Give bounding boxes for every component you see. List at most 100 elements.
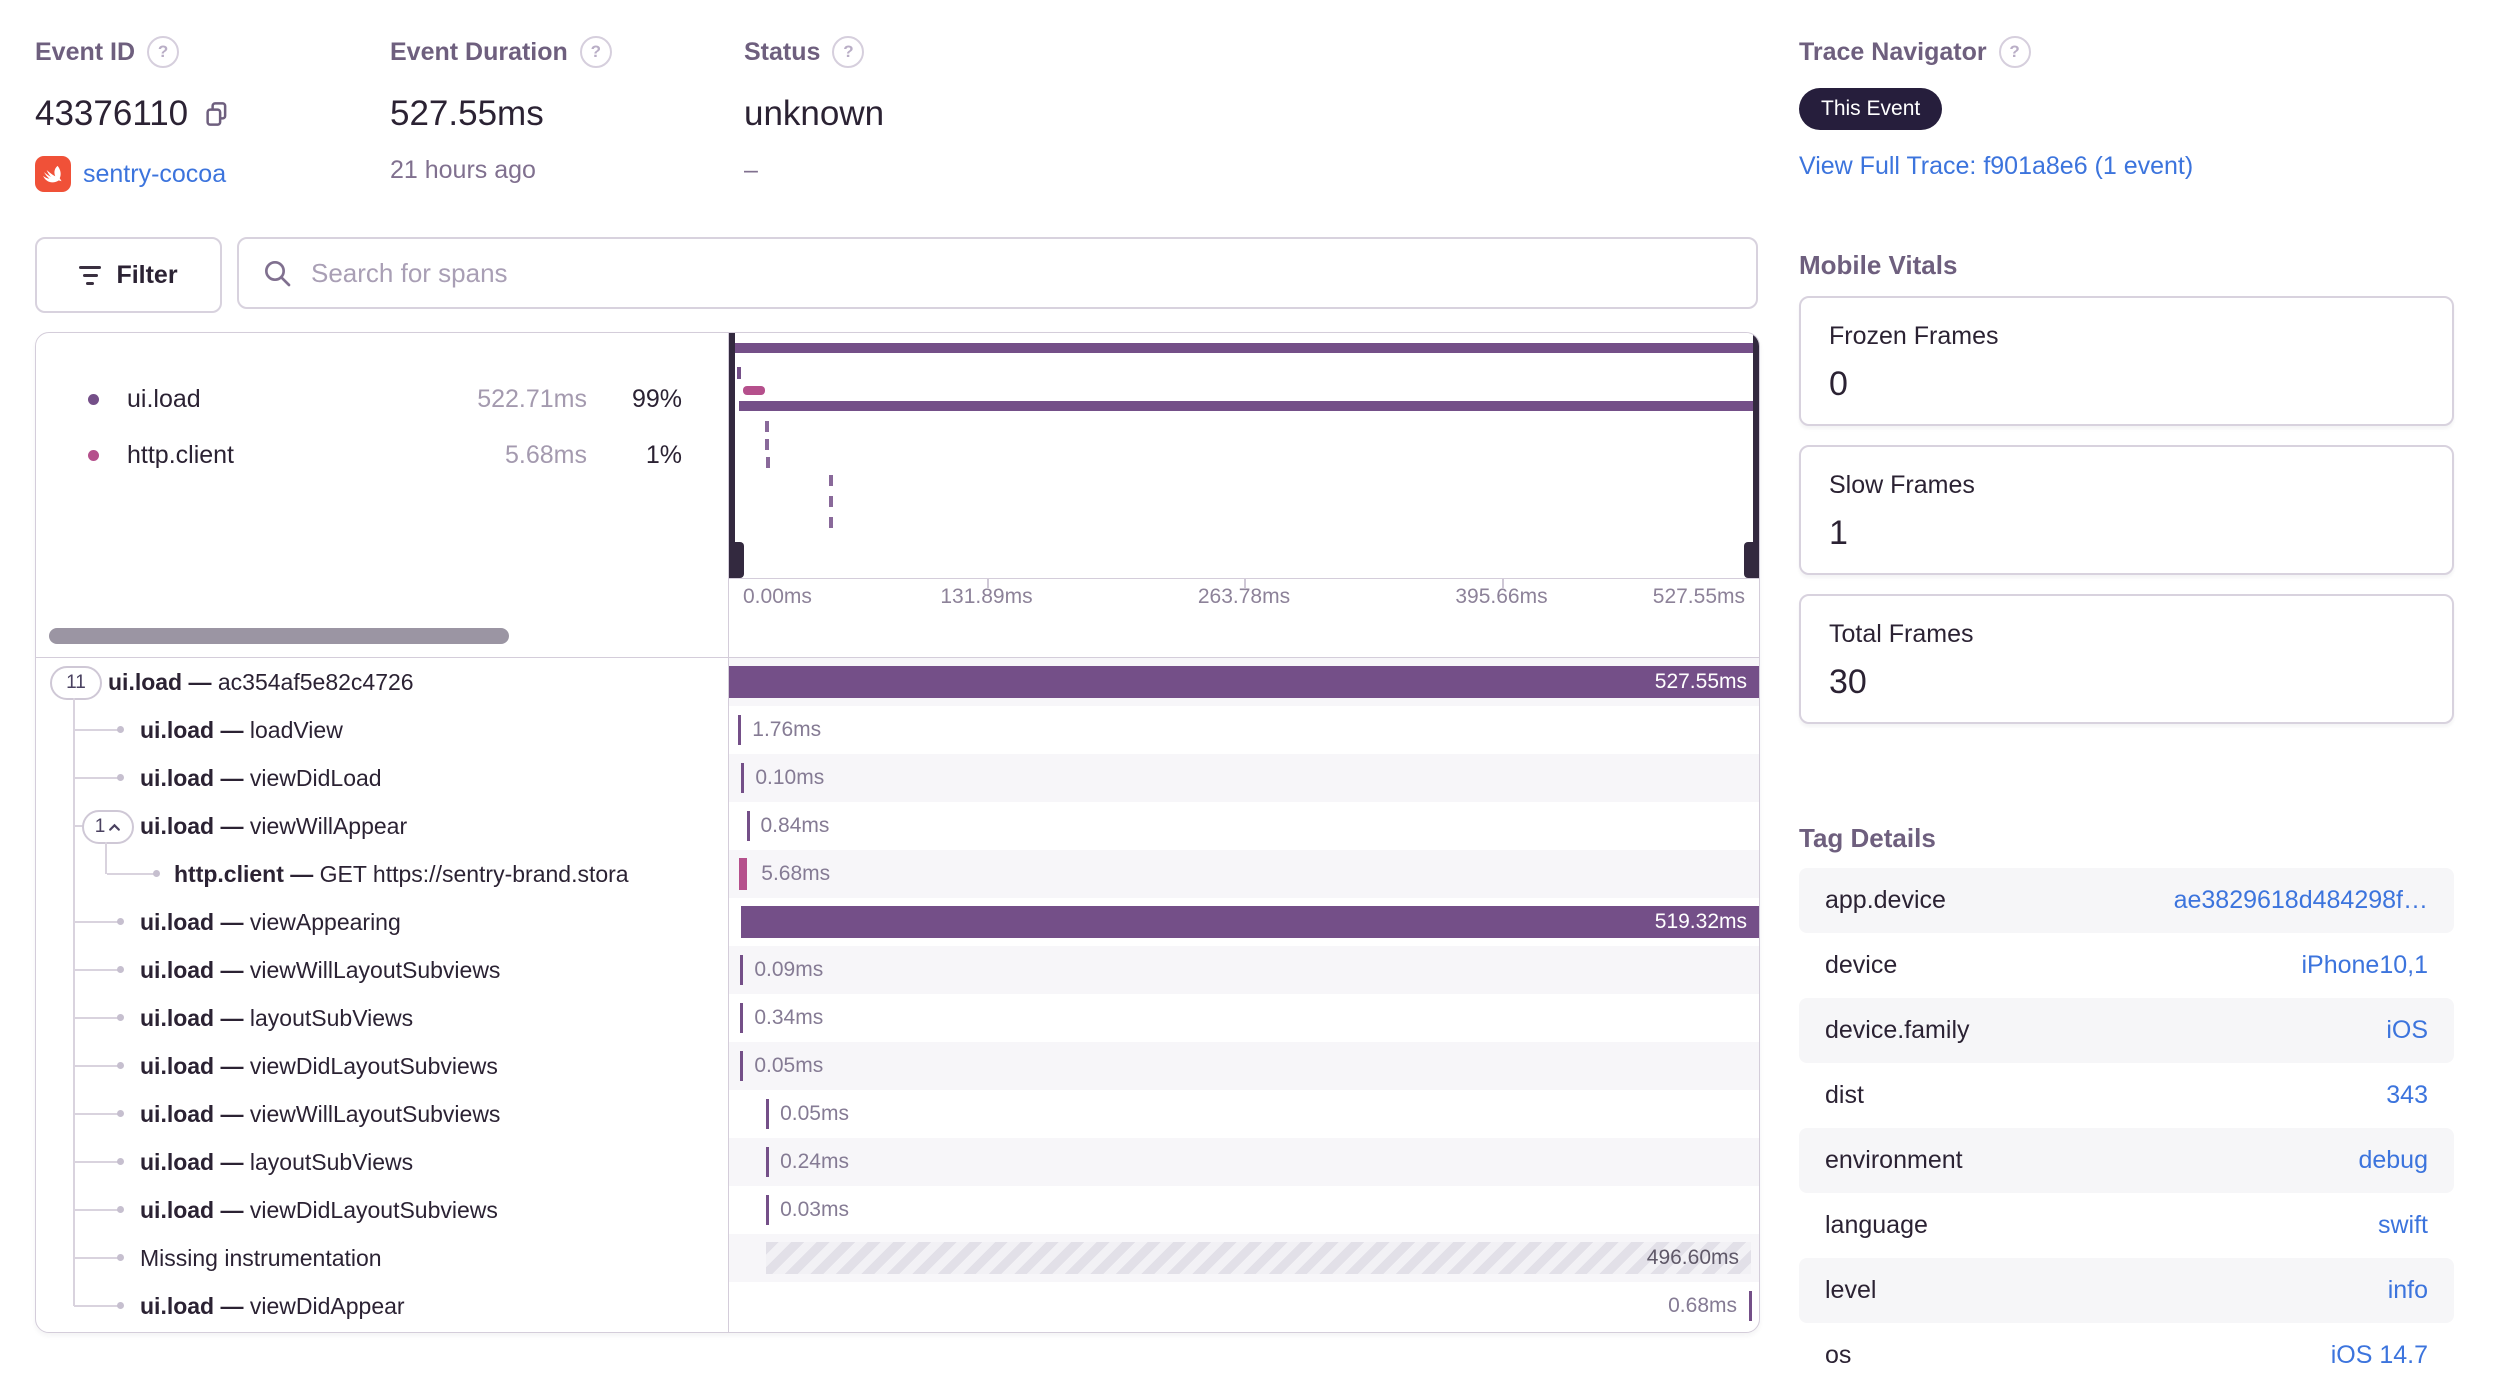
span-bar-row[interactable]: 0.68ms xyxy=(729,1282,1759,1330)
trace-navigator-help-icon[interactable]: ? xyxy=(1998,36,2031,68)
span-op: http.client — xyxy=(174,861,320,887)
tree-node-dot xyxy=(117,1302,124,1309)
span-duration-tick[interactable] xyxy=(1749,1291,1752,1321)
span-tree-row[interactable]: ui.load — viewDidLayoutSubviews xyxy=(36,1186,728,1234)
tag-value-link[interactable]: iOS xyxy=(2386,1016,2428,1044)
span-tree-row[interactable]: ui.load — viewDidAppear xyxy=(36,1282,728,1330)
tree-connector-line xyxy=(74,1305,119,1307)
span-duration-bar[interactable]: 527.55ms xyxy=(729,666,1759,698)
search-icon xyxy=(265,261,291,287)
legend-row-http.client[interactable]: http.client 5.68ms 1% xyxy=(36,427,728,483)
project-link[interactable]: sentry-cocoa xyxy=(83,159,227,188)
event-duration-help-icon[interactable]: ? xyxy=(579,36,612,68)
tag-value-link[interactable]: debug xyxy=(2358,1146,2428,1174)
span-tree-row[interactable]: ui.load — viewAppearing xyxy=(36,898,728,946)
tag-value-link[interactable]: iPhone10,1 xyxy=(2301,951,2428,979)
span-tree-row[interactable]: ui.load — viewDidLayoutSubviews xyxy=(36,1042,728,1090)
span-bar-row[interactable]: 0.10ms xyxy=(729,754,1759,802)
tree-node-dot xyxy=(117,1062,124,1069)
span-bar-row[interactable]: 527.55ms xyxy=(729,658,1759,706)
span-tree-row[interactable]: ui.load — layoutSubViews xyxy=(36,1138,728,1186)
span-duration-tick[interactable] xyxy=(740,1051,744,1081)
tree-connector-line xyxy=(74,1113,119,1115)
span-duration-tick[interactable] xyxy=(741,763,745,793)
axis-tick-mark xyxy=(986,579,989,588)
tag-key: level xyxy=(1825,1276,1877,1304)
view-full-trace-link[interactable]: View Full Trace: f901a8e6 (1 event) xyxy=(1799,152,2194,180)
span-bar-row[interactable]: 519.32ms xyxy=(729,898,1759,946)
tag-value-link[interactable]: iOS 14.7 xyxy=(2330,1341,2428,1369)
span-duration-tick[interactable] xyxy=(746,811,750,841)
span-tree-row[interactable]: ui.load — viewWillLayoutSubviews xyxy=(36,1090,728,1138)
status-help-icon[interactable]: ? xyxy=(832,36,865,68)
span-collapse-pill[interactable]: 1 xyxy=(82,810,134,844)
span-duration-tick[interactable] xyxy=(766,1147,770,1177)
missing-instrumentation-bar[interactable]: 496.60ms xyxy=(766,1242,1751,1274)
tree-connector-line xyxy=(74,777,119,779)
span-duration-tick[interactable] xyxy=(740,1003,744,1033)
span-bar-row[interactable]: 0.24ms xyxy=(729,1138,1759,1186)
span-bar-row[interactable]: 1.76ms xyxy=(729,706,1759,754)
span-op: ui.load — xyxy=(140,1197,250,1223)
span-tree-row[interactable]: ui.load — viewDidLoad xyxy=(36,754,728,802)
span-duration-label: 0.10ms xyxy=(755,766,825,789)
span-description: GET https://sentry-brand.stora xyxy=(319,861,629,887)
span-duration-label: 1.76ms xyxy=(752,718,822,741)
legend-row-ui.load[interactable]: ui.load 522.71ms 99% xyxy=(36,371,728,427)
span-op: ui.load — xyxy=(140,765,250,791)
span-tree-row[interactable]: ui.load — viewWillLayoutSubviews xyxy=(36,946,728,994)
span-tree-row[interactable]: ui.load — layoutSubViews xyxy=(36,994,728,1042)
minimap-right-handle[interactable] xyxy=(1753,333,1759,578)
tag-value-link[interactable]: info xyxy=(2387,1276,2428,1304)
span-bar-row[interactable]: 0.09ms xyxy=(729,946,1759,994)
span-bar-row[interactable]: 0.05ms xyxy=(729,1090,1759,1138)
span-tree-row[interactable]: 11 ui.load — ac354af5e82c4726 xyxy=(36,658,728,706)
tree-scrollbar[interactable] xyxy=(49,628,509,644)
trace-minimap[interactable] xyxy=(729,333,1759,578)
span-duration-tick[interactable] xyxy=(740,955,744,985)
filter-button-label: Filter xyxy=(116,260,178,289)
span-tree-row[interactable]: Missing instrumentation xyxy=(36,1234,728,1282)
span-label: ui.load — ac354af5e82c4726 xyxy=(108,658,724,706)
tag-row: device.family iOS xyxy=(1799,998,2454,1063)
tree-node-dot xyxy=(117,918,124,925)
span-children-count-pill[interactable]: 11 xyxy=(50,666,102,700)
span-bar-row[interactable]: 0.84ms xyxy=(729,802,1759,850)
span-bar-row[interactable]: 0.03ms xyxy=(729,1186,1759,1234)
tree-node-dot xyxy=(117,1158,124,1165)
event-id-help-icon[interactable]: ? xyxy=(147,36,180,68)
tag-key: os xyxy=(1825,1341,1852,1369)
span-bar-row[interactable]: 0.05ms xyxy=(729,1042,1759,1090)
minimap-right-grip[interactable] xyxy=(1744,542,1759,578)
tag-row: os iOS 14.7 xyxy=(1799,1323,2454,1388)
span-description: viewWillLayoutSubviews xyxy=(249,1101,501,1127)
span-duration-tick[interactable] xyxy=(739,858,748,890)
span-tree-row[interactable]: 1 ui.load — viewWillAppear xyxy=(36,802,728,850)
span-tree-row[interactable]: http.client — GET https://sentry-brand.s… xyxy=(36,850,728,898)
this-event-badge[interactable]: This Event xyxy=(1799,88,1943,130)
span-duration-tick[interactable] xyxy=(766,1099,770,1129)
span-label: Missing instrumentation xyxy=(140,1234,724,1282)
span-description: ac354af5e82c4726 xyxy=(217,669,414,695)
span-duration-tick[interactable] xyxy=(738,715,742,745)
span-bar-row[interactable]: 496.60ms xyxy=(729,1234,1759,1282)
span-bar-row[interactable]: 5.68ms xyxy=(729,850,1759,898)
filter-button[interactable]: Filter xyxy=(35,237,222,313)
tree-node-dot xyxy=(117,1014,124,1021)
tag-value-link[interactable]: 343 xyxy=(2386,1081,2428,1109)
copy-icon[interactable] xyxy=(202,99,232,129)
tag-key: device.family xyxy=(1825,1016,1970,1044)
minimap-left-handle[interactable] xyxy=(729,333,735,578)
span-bar-row[interactable]: 0.34ms xyxy=(729,994,1759,1042)
search-input[interactable] xyxy=(309,256,1756,290)
span-duration-tick[interactable] xyxy=(766,1195,770,1225)
tag-value-link[interactable]: swift xyxy=(2378,1211,2428,1239)
span-duration-bar[interactable]: 519.32ms xyxy=(741,906,1759,938)
tree-connector-line xyxy=(74,729,119,731)
span-description: Missing instrumentation xyxy=(140,1245,382,1271)
minimap-left-grip[interactable] xyxy=(729,542,744,578)
tree-connector-line xyxy=(74,1209,119,1211)
span-tree-row[interactable]: ui.load — loadView xyxy=(36,706,728,754)
tag-value-link[interactable]: ae3829618d484298f… xyxy=(2173,886,2428,914)
span-label: ui.load — viewDidLayoutSubviews xyxy=(140,1042,724,1090)
